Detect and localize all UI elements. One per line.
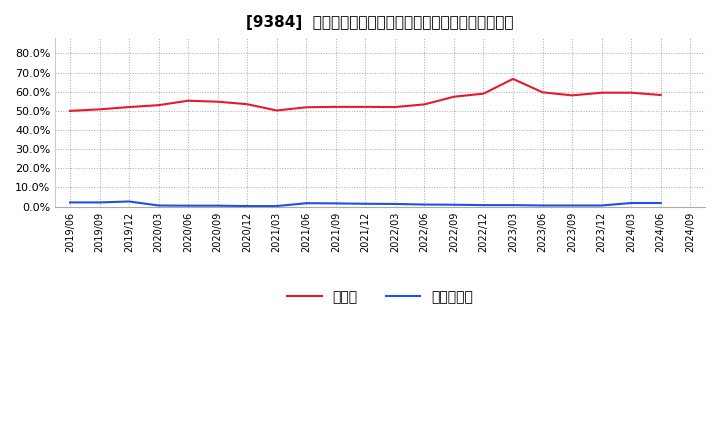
- 現預金: [509, 76, 518, 81]
- Title: [9384]  現預金、有利子負債の総資産に対する比率の推移: [9384] 現預金、有利子負債の総資産に対する比率の推移: [246, 15, 514, 30]
- 現預金: [657, 92, 665, 98]
- 有利子負債: [627, 200, 636, 205]
- 有利子負債: [657, 200, 665, 205]
- 有利子負債: [272, 203, 281, 209]
- 有利子負債: [213, 203, 222, 208]
- 現預金: [331, 104, 340, 110]
- 現預金: [598, 90, 606, 95]
- 現預金: [627, 90, 636, 95]
- 現預金: [213, 99, 222, 104]
- 現預金: [66, 108, 74, 114]
- 有利子負債: [95, 200, 104, 205]
- 有利子負債: [243, 203, 251, 209]
- 現預金: [154, 103, 163, 108]
- 有利子負債: [568, 203, 577, 208]
- 有利子負債: [302, 201, 310, 206]
- 現預金: [125, 104, 133, 110]
- 現預金: [243, 102, 251, 107]
- 有利子負債: [420, 202, 428, 207]
- 現預金: [95, 107, 104, 112]
- 現預金: [272, 108, 281, 113]
- 現預金: [184, 98, 192, 103]
- 有利子負債: [390, 202, 399, 207]
- 現預金: [449, 94, 458, 99]
- Line: 現預金: 現預金: [70, 79, 661, 111]
- 有利子負債: [154, 203, 163, 208]
- 有利子負債: [66, 200, 74, 205]
- 有利子負債: [509, 202, 518, 208]
- 有利子負債: [598, 203, 606, 208]
- 有利子負債: [184, 203, 192, 208]
- 現預金: [420, 102, 428, 107]
- 現預金: [568, 93, 577, 98]
- 現預金: [539, 90, 547, 95]
- 現預金: [302, 105, 310, 110]
- Line: 有利子負債: 有利子負債: [70, 202, 661, 206]
- Legend: 現預金, 有利子負債: 現預金, 有利子負債: [282, 284, 479, 309]
- 有利子負債: [539, 203, 547, 208]
- 有利子負債: [331, 201, 340, 206]
- 現預金: [390, 104, 399, 110]
- 有利子負債: [361, 201, 369, 206]
- 現預金: [361, 104, 369, 110]
- 現預金: [480, 91, 488, 96]
- 有利子負債: [125, 199, 133, 204]
- 有利子負債: [449, 202, 458, 207]
- 有利子負債: [480, 202, 488, 208]
